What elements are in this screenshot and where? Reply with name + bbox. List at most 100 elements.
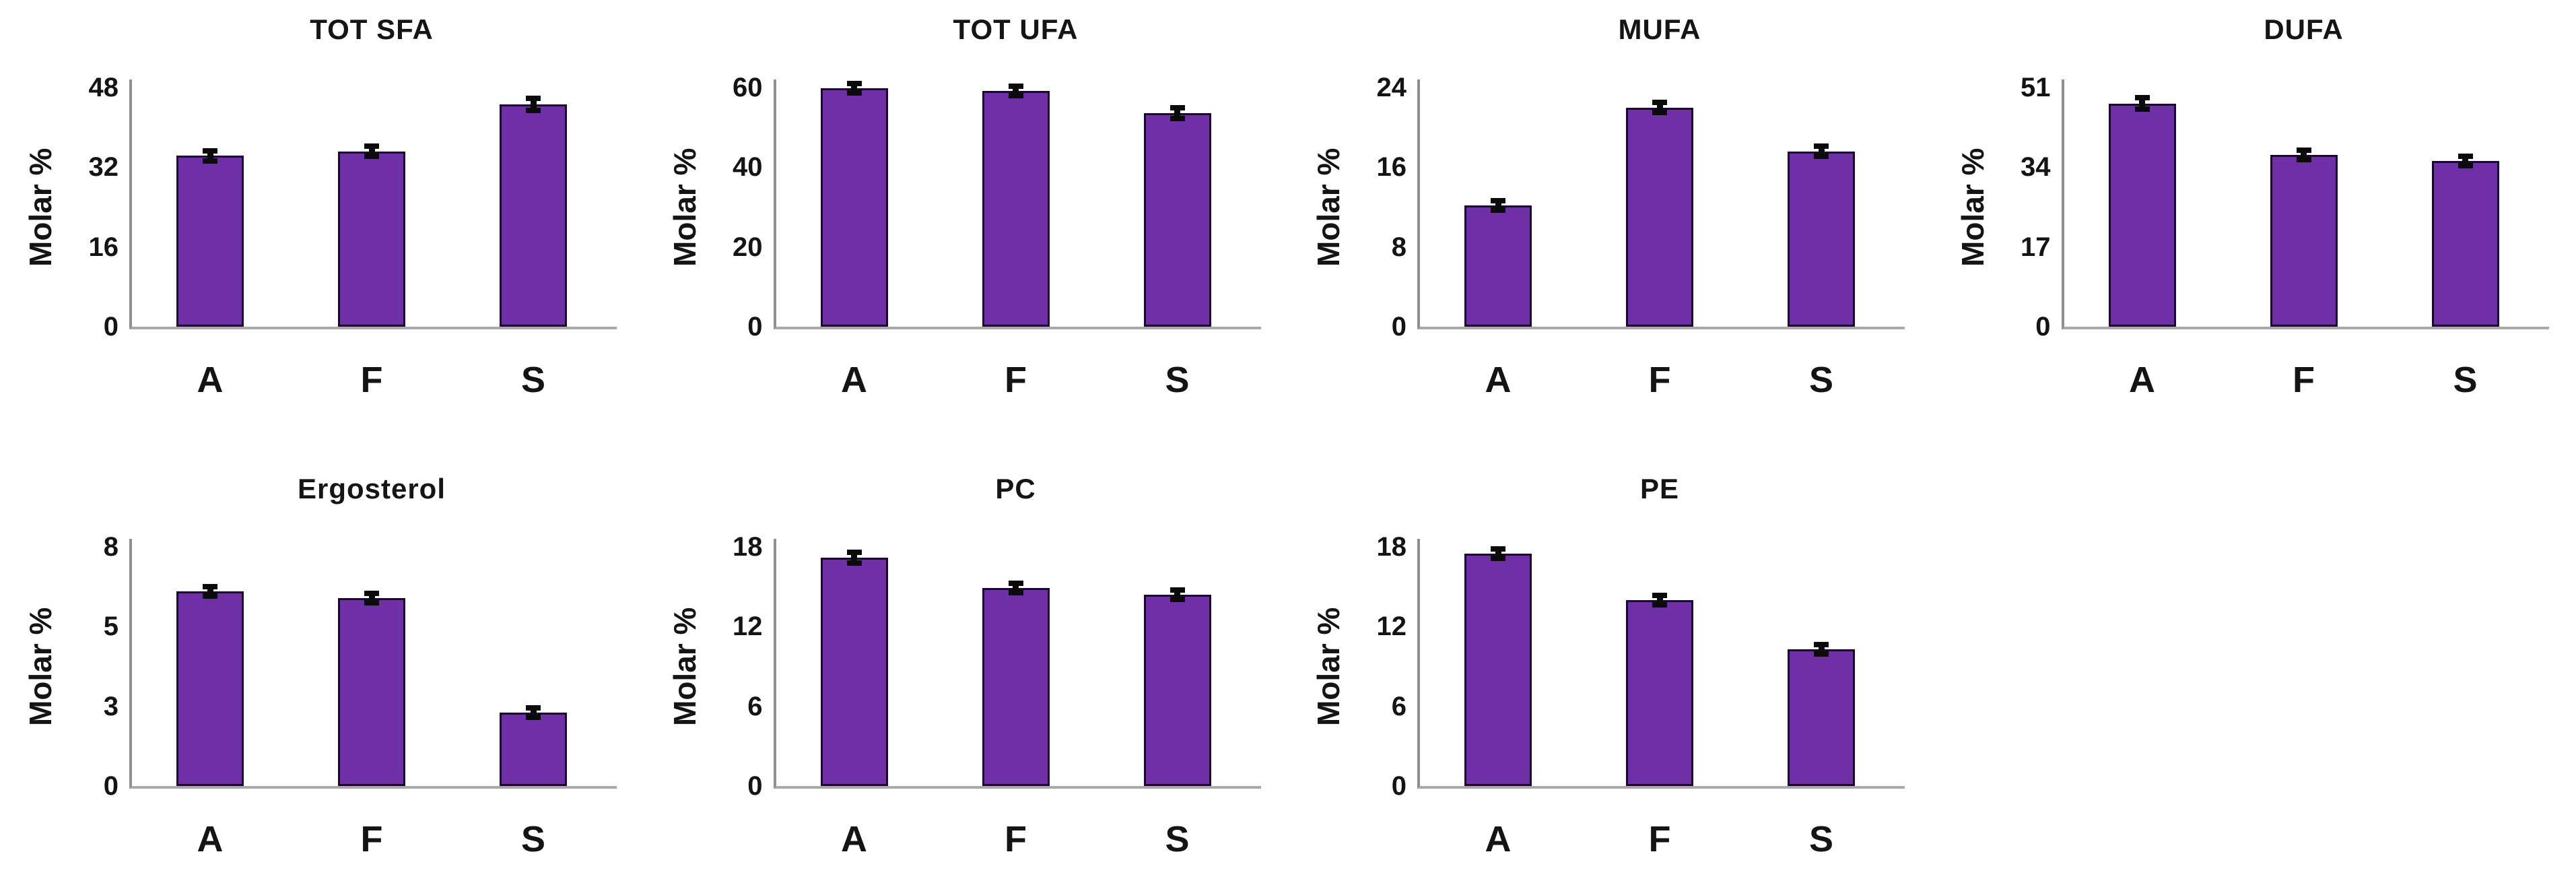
x-category-label: F bbox=[2293, 360, 2315, 400]
error-bar-f bbox=[2301, 150, 2307, 160]
y-tick-label: 18 bbox=[733, 532, 763, 562]
bar-a bbox=[176, 156, 244, 327]
y-tick-label: 0 bbox=[1391, 312, 1406, 341]
error-cap-top bbox=[203, 584, 217, 590]
x-category-label: F bbox=[360, 819, 383, 859]
bar-chart-dufa: DUFA Molar % 0 17 34 51 A F S bbox=[1932, 0, 2576, 438]
error-cap-top bbox=[2134, 95, 2150, 101]
error-bar-f bbox=[368, 593, 375, 603]
y-axis-title: Molar % bbox=[667, 148, 702, 267]
y-axis-title: Molar % bbox=[23, 148, 58, 267]
plot-area bbox=[1417, 539, 1905, 789]
error-cap-bottom bbox=[526, 108, 541, 114]
error-cap-bottom bbox=[1652, 109, 1667, 115]
x-category-label: S bbox=[520, 360, 546, 400]
error-bar-f bbox=[1013, 86, 1019, 96]
bar-f bbox=[338, 597, 405, 786]
error-bar-s bbox=[2462, 156, 2468, 166]
error-cap-top bbox=[1170, 104, 1185, 110]
y-tick-label: 16 bbox=[88, 232, 119, 262]
bar-a bbox=[820, 88, 888, 327]
cell-r2c2: PC Molar % 0 6 12 18 A F S bbox=[644, 438, 1289, 883]
error-cap-top bbox=[1652, 100, 1667, 106]
x-category-label: A bbox=[197, 819, 224, 859]
cell-r1c1: TOT SFA Molar % 0 16 32 48 A F S bbox=[0, 0, 644, 438]
chart-title: TOT UFA bbox=[953, 13, 1079, 45]
x-category-label: F bbox=[1648, 819, 1671, 859]
error-cap-top bbox=[1652, 592, 1667, 598]
x-category-label: A bbox=[841, 360, 867, 400]
y-tick-label: 0 bbox=[747, 771, 763, 801]
error-bar-f bbox=[368, 146, 375, 157]
error-bar-f bbox=[1656, 595, 1663, 605]
error-cap-bottom bbox=[1814, 651, 1829, 657]
bar-chart-ergosterol: Ergosterol Molar % 0 3 5 8 A F S bbox=[0, 459, 644, 883]
error-cap-bottom bbox=[2134, 106, 2150, 112]
bar-f bbox=[2270, 154, 2338, 327]
cell-r2c1: Ergosterol Molar % 0 3 5 8 A F S bbox=[0, 438, 644, 883]
y-tick-label: 48 bbox=[88, 73, 119, 102]
error-cap-top bbox=[364, 143, 379, 150]
error-bar-f bbox=[1656, 102, 1663, 112]
y-tick-label: 6 bbox=[747, 691, 763, 721]
cell-r1c4: DUFA Molar % 0 17 34 51 A F S bbox=[1932, 0, 2576, 438]
cell-r2c4-empty bbox=[1932, 438, 2576, 883]
y-tick-label: 12 bbox=[1376, 612, 1407, 642]
error-bar-s bbox=[1174, 107, 1180, 119]
cell-r1c2: TOT UFA Molar % 0 20 40 60 A F S bbox=[644, 0, 1289, 438]
x-category-label: A bbox=[841, 819, 867, 859]
y-tick-label: 32 bbox=[88, 152, 119, 183]
x-category-label: S bbox=[2453, 360, 2478, 400]
error-cap-bottom bbox=[1814, 154, 1829, 160]
error-cap-top bbox=[1008, 83, 1023, 89]
bar-s bbox=[1143, 112, 1211, 327]
y-axis-title: Molar % bbox=[23, 607, 58, 726]
error-bar-a bbox=[1495, 200, 1501, 210]
error-bar-a bbox=[1495, 548, 1501, 558]
y-tick-label: 5 bbox=[103, 612, 118, 642]
error-cap-bottom bbox=[364, 599, 379, 606]
error-cap-top bbox=[526, 96, 541, 102]
error-bar-a bbox=[2139, 98, 2145, 110]
y-tick-label: 12 bbox=[733, 612, 763, 642]
y-axis-title: Molar % bbox=[1311, 148, 1346, 267]
y-tick-label: 20 bbox=[733, 232, 763, 262]
error-cap-top bbox=[1170, 587, 1185, 593]
bar-s bbox=[1143, 595, 1211, 786]
x-category-label: A bbox=[2129, 360, 2155, 400]
bar-chart-mufa: MUFA Molar % 0 8 16 24 A F S bbox=[1288, 0, 1932, 438]
plot-area bbox=[2061, 79, 2549, 329]
y-tick-label: 34 bbox=[2021, 152, 2051, 183]
plot-area bbox=[1417, 79, 1905, 329]
error-cap-top bbox=[846, 549, 862, 555]
x-category-label: A bbox=[1485, 819, 1512, 859]
error-bar-s bbox=[1174, 590, 1180, 599]
bar-a bbox=[820, 557, 888, 786]
error-bar-a bbox=[207, 587, 213, 597]
bar-f bbox=[1626, 107, 1693, 327]
error-cap-top bbox=[2458, 154, 2473, 160]
bar-s bbox=[2431, 161, 2499, 327]
bar-f bbox=[982, 90, 1050, 327]
y-tick-label: 3 bbox=[103, 691, 118, 721]
y-tick-label: 6 bbox=[1391, 691, 1406, 721]
y-tick-label: 16 bbox=[1376, 152, 1407, 183]
bar-s bbox=[1788, 649, 1855, 786]
y-axis-title: Molar % bbox=[1955, 148, 1990, 267]
cell-r1c3: MUFA Molar % 0 8 16 24 A F S bbox=[1288, 0, 1932, 438]
error-cap-bottom bbox=[2296, 156, 2311, 162]
y-tick-label: 8 bbox=[1391, 232, 1406, 262]
error-cap-bottom bbox=[364, 154, 379, 160]
x-category-label: S bbox=[1165, 819, 1190, 859]
plot-area bbox=[773, 539, 1261, 789]
error-bar-s bbox=[530, 98, 537, 111]
bar-chart-tot-ufa: TOT UFA Molar % 0 20 40 60 A F S bbox=[644, 0, 1288, 438]
error-cap-bottom bbox=[1008, 590, 1023, 596]
bar-a bbox=[1464, 553, 1532, 786]
error-cap-bottom bbox=[203, 158, 217, 164]
error-cap-top bbox=[2296, 147, 2311, 153]
error-cap-bottom bbox=[1491, 207, 1505, 213]
bar-a bbox=[176, 591, 244, 786]
error-cap-top bbox=[1491, 546, 1505, 552]
